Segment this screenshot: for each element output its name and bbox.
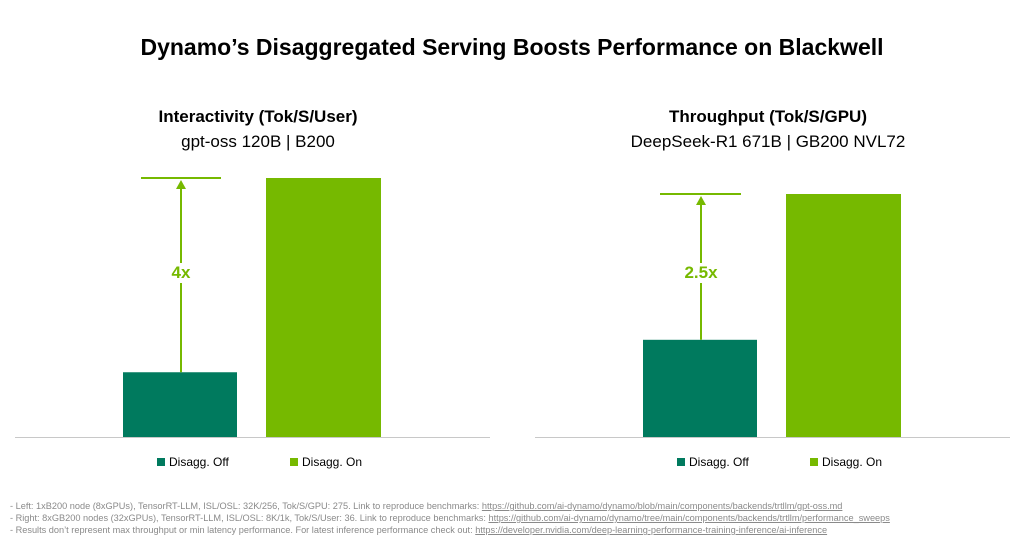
legend-label-off: Disagg. Off: [689, 455, 749, 469]
arrow-head-icon: [696, 196, 706, 205]
label-backdrop: [159, 263, 203, 283]
chart-title: Throughput (Tok/S/GPU): [669, 107, 867, 126]
legend: Disagg. Off Disagg. On: [677, 455, 882, 469]
legend-label-on: Disagg. On: [302, 455, 362, 469]
charts-canvas: Interactivity (Tok/S/User) gpt-oss 120B …: [15, 107, 1010, 469]
footnote-text: - Right: 8xGB200 nodes (32xGPUs), Tensor…: [10, 513, 489, 523]
legend-swatch-off: [157, 458, 165, 466]
legend-swatch-on: [290, 458, 298, 466]
page-title: Dynamo’s Disaggregated Serving Boosts Pe…: [140, 34, 884, 60]
throughput-chart: Throughput (Tok/S/GPU) DeepSeek-R1 671B …: [535, 107, 1010, 469]
footnote-left: - Left: 1xB200 node (8xGPUs), TensorRT-L…: [10, 500, 1020, 512]
bar-disagg-off: [643, 339, 757, 437]
legend: Disagg. Off Disagg. On: [157, 455, 362, 469]
chart-subtitle: DeepSeek-R1 671B | GB200 NVL72: [631, 132, 906, 151]
interactivity-chart: Interactivity (Tok/S/User) gpt-oss 120B …: [15, 107, 490, 469]
legend-label-on: Disagg. On: [822, 455, 882, 469]
footnotes: - Left: 1xB200 node (8xGPUs), TensorRT-L…: [10, 500, 1020, 536]
legend-label-off: Disagg. Off: [169, 455, 229, 469]
chart-title: Interactivity (Tok/S/User): [158, 107, 357, 126]
benchmark-link-left[interactable]: https://github.com/ai-dynamo/dynamo/blob…: [481, 501, 843, 511]
bar-disagg-on: [786, 194, 901, 437]
bar-disagg-on: [266, 178, 381, 437]
multiplier-label: 4x: [172, 263, 191, 282]
inference-performance-link[interactable]: https://developer.nvidia.com/deep-learni…: [475, 525, 828, 535]
footnote-text: - Left: 1xB200 node (8xGPUs), TensorRT-L…: [10, 501, 482, 511]
chart-subtitle: gpt-oss 120B | B200: [181, 132, 335, 151]
legend-swatch-off: [677, 458, 685, 466]
footnote-right: - Right: 8xGB200 nodes (32xGPUs), Tensor…: [10, 512, 1020, 524]
footnote-text: - Results don’t represent max throughput…: [10, 525, 476, 535]
arrow-head-icon: [176, 180, 186, 189]
multiplier-label: 2.5x: [684, 263, 718, 282]
label-backdrop: [679, 263, 723, 283]
benchmark-link-right[interactable]: https://github.com/ai-dynamo/dynamo/tree…: [488, 513, 890, 523]
footnote-disclaimer: - Results don’t represent max throughput…: [10, 524, 1020, 536]
bar-disagg-off: [123, 372, 237, 437]
legend-swatch-on: [810, 458, 818, 466]
